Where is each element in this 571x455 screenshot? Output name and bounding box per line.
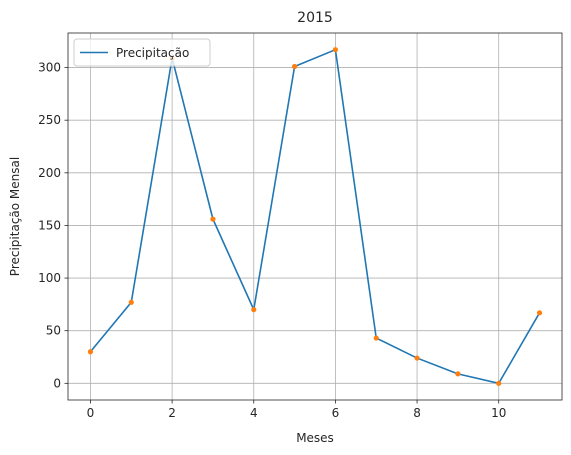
data-point (291, 63, 298, 70)
x-tick-label: 2 (168, 406, 176, 420)
legend: Precipitação (73, 38, 211, 67)
data-point (455, 371, 461, 377)
grid (68, 33, 562, 400)
y-tick-label: 150 (38, 218, 61, 232)
x-tick-label: 0 (87, 406, 95, 420)
y-tick-label: 100 (38, 271, 61, 285)
plot-area (68, 33, 562, 400)
series-line (89, 48, 541, 385)
y-axis-label: Precipitação Mensal (8, 157, 22, 276)
data-point (414, 355, 420, 361)
y-tick-label: 300 (38, 61, 61, 75)
chart-title: 2015 (297, 10, 333, 26)
data-point (128, 299, 134, 305)
x-axis-label: Meses (296, 431, 334, 445)
data-point (496, 380, 502, 386)
y-tick-label: 250 (38, 113, 61, 127)
x-tick-label: 4 (250, 406, 258, 420)
legend-label: Precipitação (116, 46, 189, 60)
data-point (210, 216, 216, 222)
x-tick-label: 8 (413, 406, 421, 420)
legend-box (73, 38, 211, 67)
data-point (251, 307, 257, 313)
y-tick-label: 50 (46, 324, 61, 338)
data-point (87, 349, 94, 355)
x-tick-label: 10 (491, 406, 506, 420)
y-tick-label: 200 (38, 166, 61, 180)
data-point (332, 47, 339, 53)
y-tick-label: 0 (53, 376, 61, 390)
x-tick-label: 6 (332, 406, 340, 420)
data-point (373, 335, 379, 341)
data-point (536, 310, 543, 316)
plot-frame (67, 32, 563, 401)
